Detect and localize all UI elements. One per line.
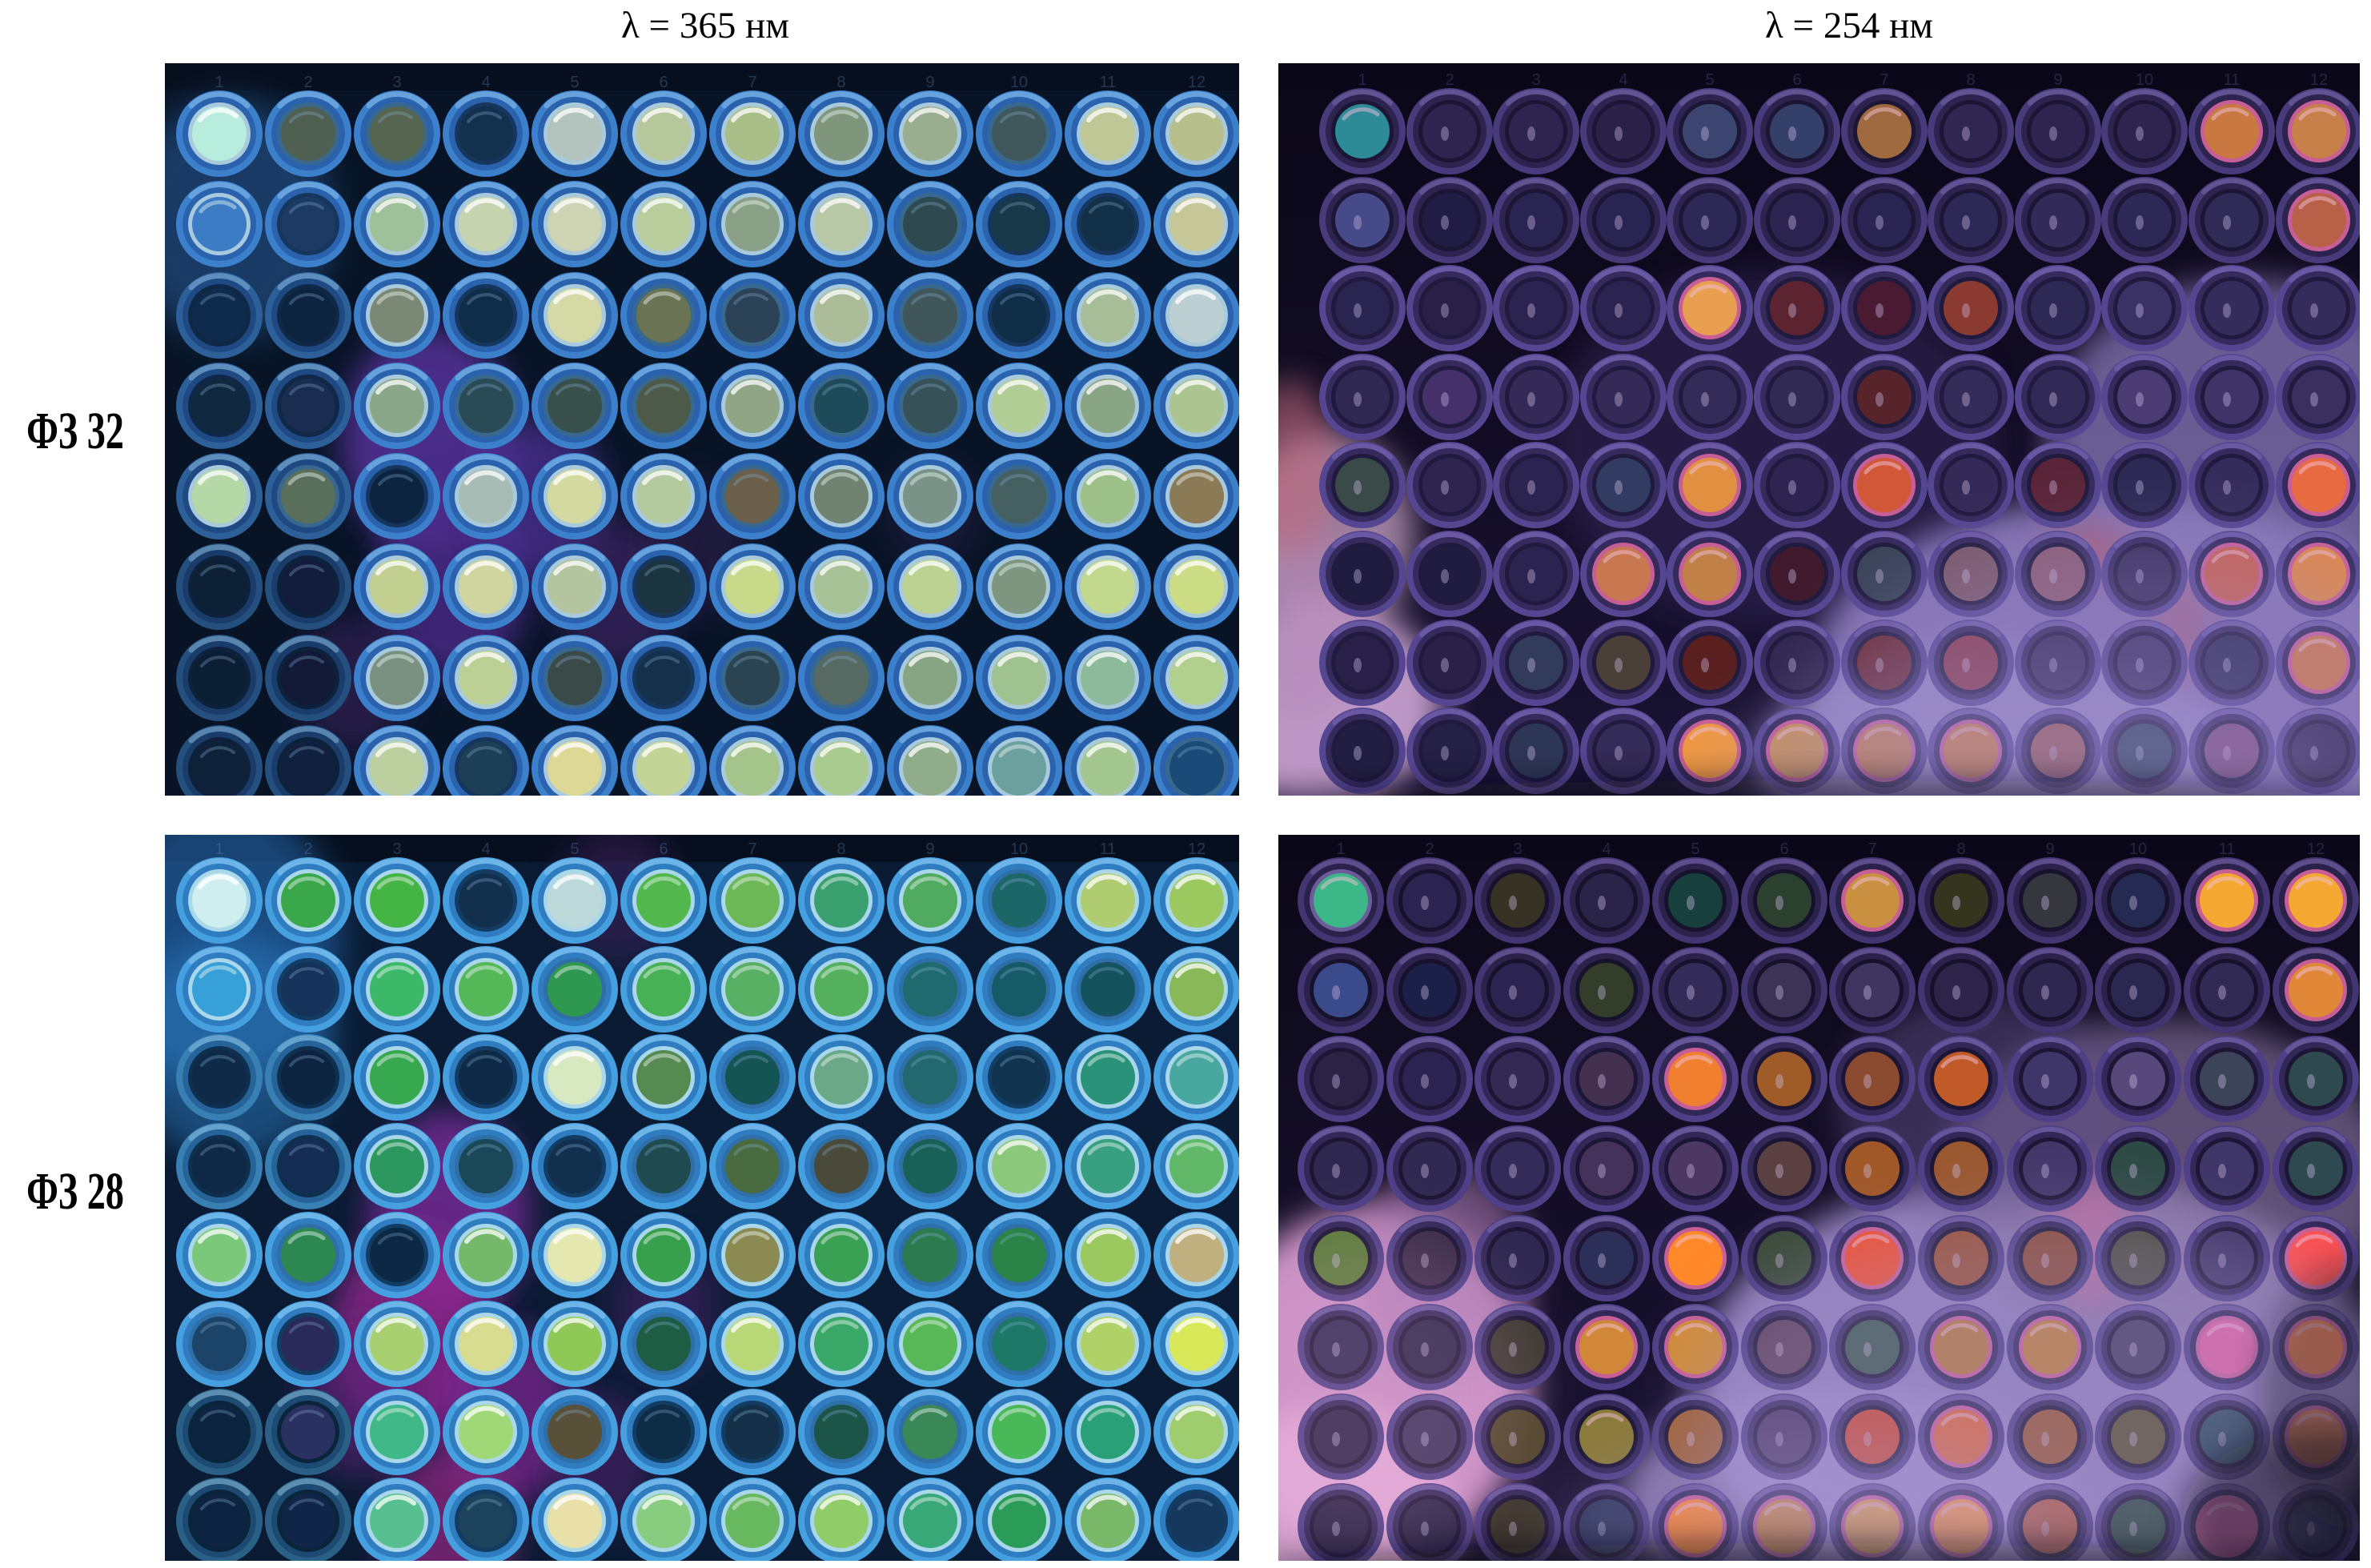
svg-text:10: 10: [1010, 840, 1028, 858]
svg-text:11: 11: [2224, 71, 2241, 89]
svg-text:2: 2: [1445, 71, 1454, 89]
svg-text:12: 12: [1188, 840, 1206, 858]
svg-text:2: 2: [1425, 840, 1434, 858]
svg-text:5: 5: [570, 840, 579, 858]
svg-text:9: 9: [2045, 840, 2054, 858]
svg-text:9: 9: [925, 840, 934, 858]
svg-text:5: 5: [1691, 840, 1699, 858]
svg-text:1: 1: [215, 74, 223, 91]
svg-text:7: 7: [748, 74, 756, 91]
svg-text:3: 3: [1513, 840, 1522, 858]
svg-text:9: 9: [2053, 71, 2062, 89]
svg-text:3: 3: [1531, 71, 1540, 89]
svg-text:10: 10: [2129, 840, 2147, 858]
svg-text:6: 6: [659, 840, 668, 858]
svg-text:7: 7: [748, 840, 756, 858]
svg-text:11: 11: [2219, 840, 2236, 858]
svg-text:12: 12: [2310, 71, 2328, 89]
svg-text:6: 6: [1792, 71, 1801, 89]
svg-text:12: 12: [1188, 74, 1206, 91]
svg-text:12: 12: [2307, 840, 2325, 858]
svg-text:4: 4: [481, 74, 490, 91]
svg-text:8: 8: [836, 74, 845, 91]
svg-text:1: 1: [215, 840, 223, 858]
svg-text:3: 3: [392, 840, 401, 858]
svg-text:11: 11: [1100, 840, 1117, 858]
svg-text:9: 9: [925, 74, 934, 91]
svg-text:8: 8: [1956, 840, 1965, 858]
svg-text:4: 4: [481, 840, 490, 858]
svg-text:6: 6: [659, 74, 668, 91]
svg-text:7: 7: [1868, 840, 1876, 858]
svg-text:1: 1: [1358, 71, 1366, 89]
svg-text:3: 3: [392, 74, 401, 91]
svg-text:10: 10: [1010, 74, 1028, 91]
svg-text:5: 5: [1705, 71, 1714, 89]
svg-text:5: 5: [570, 74, 579, 91]
svg-text:7: 7: [1880, 71, 1888, 89]
svg-text:8: 8: [1966, 71, 1975, 89]
svg-text:11: 11: [1100, 74, 1117, 91]
svg-text:1: 1: [1336, 840, 1345, 858]
svg-text:2: 2: [303, 840, 312, 858]
svg-text:4: 4: [1602, 840, 1611, 858]
svg-text:10: 10: [2136, 71, 2153, 89]
svg-text:4: 4: [1619, 71, 1627, 89]
svg-text:2: 2: [303, 74, 312, 91]
svg-text:6: 6: [1779, 840, 1788, 858]
svg-text:8: 8: [836, 840, 845, 858]
